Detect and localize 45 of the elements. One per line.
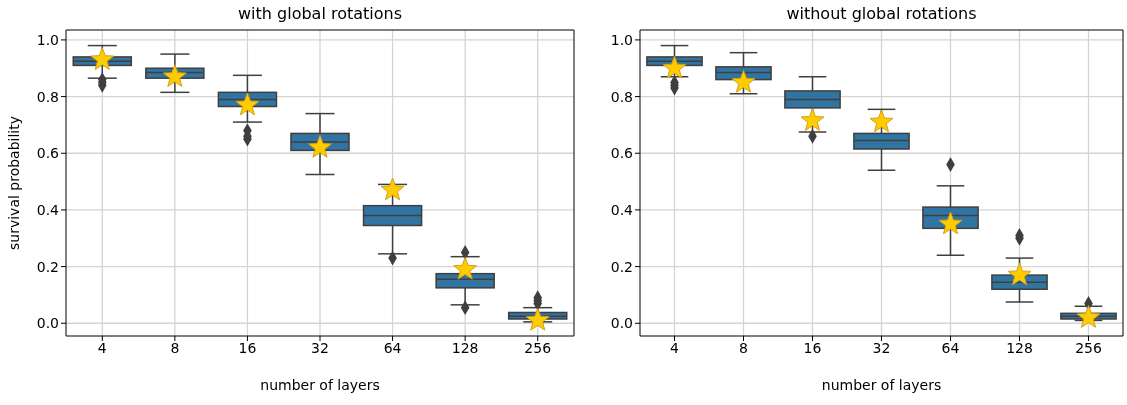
y-tick-label: 0.4	[610, 201, 634, 218]
y-tick-label: 1.0	[36, 31, 59, 48]
x-tick-label: 4	[97, 339, 107, 356]
x-tick-label: 8	[739, 339, 748, 356]
y-tick-label: 0.4	[36, 201, 60, 218]
point	[1007, 262, 1032, 286]
x-tick-label: 256	[1075, 339, 1102, 356]
y-tick-label: 0.8	[610, 88, 633, 105]
point	[662, 55, 687, 79]
point	[525, 307, 550, 331]
x-tick-label: 16	[238, 339, 257, 356]
x-axis-title: number of layers	[821, 377, 942, 393]
chart-title: without global rotations	[785, 3, 978, 25]
y-tick-label: 0.6	[36, 145, 60, 162]
y-tick-label: 0.0	[610, 315, 633, 332]
point	[90, 47, 115, 70]
x-tick-label: 128	[1006, 339, 1033, 356]
chart-title: with global rotations	[237, 3, 403, 25]
y-tick-label: 1.0	[610, 31, 633, 48]
x-tick-label: 64	[941, 339, 960, 356]
x-axis-title: number of layers	[260, 377, 380, 393]
x-tick-label: 256	[524, 339, 552, 356]
x-tick-label: 8	[170, 339, 180, 356]
y-tick-label: 0.0	[36, 315, 59, 332]
point	[453, 256, 478, 280]
y-axis-title: survival probability	[5, 116, 22, 250]
y-tick-label: 0.2	[610, 258, 633, 275]
point	[308, 135, 332, 158]
x-tick-label: 16	[803, 339, 822, 356]
x-tick-label: 128	[451, 339, 479, 356]
point	[800, 108, 825, 131]
y-tick-label: 0.8	[36, 88, 59, 105]
x-tick-label: 4	[670, 339, 680, 356]
point	[731, 69, 756, 93]
point	[1076, 305, 1101, 328]
y-tick-label: 0.6	[610, 145, 634, 162]
y-tick-label: 0.2	[36, 258, 59, 275]
point	[162, 64, 187, 87]
x-tick-label: 32	[872, 339, 891, 356]
x-tick-label: 64	[383, 339, 402, 356]
point	[869, 109, 894, 133]
x-tick-label: 32	[311, 339, 329, 356]
point	[235, 92, 260, 116]
point	[938, 211, 963, 235]
point	[380, 177, 405, 201]
